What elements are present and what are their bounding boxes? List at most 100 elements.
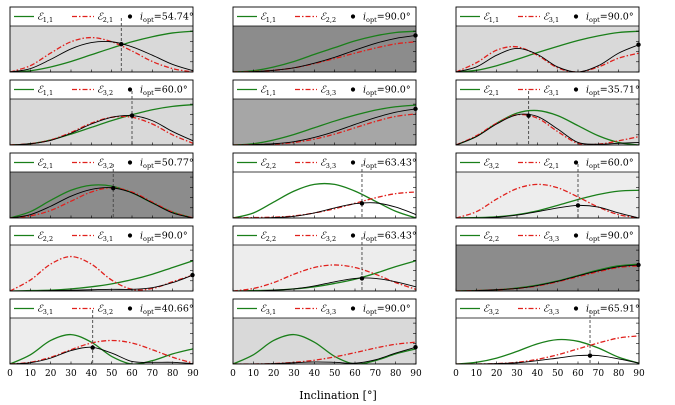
opt-point xyxy=(636,262,641,268)
legend-box xyxy=(233,226,416,245)
x-tick-label: 20 xyxy=(491,369,503,379)
panel-frame xyxy=(232,298,417,365)
panel-3-1: ℰ2,2 ℰ3,2 iopt=63.43° xyxy=(232,225,417,292)
series-e-1-1 xyxy=(233,104,416,145)
legend-opt-label: iopt=90.0° xyxy=(140,231,188,244)
legend-green-label: ℰ3,2 xyxy=(483,304,499,317)
panel-frame xyxy=(9,225,194,292)
x-tick-label: 90 xyxy=(410,369,422,379)
legend-opt-marker xyxy=(350,87,356,92)
legend-box xyxy=(456,299,639,318)
x-tick-label: 20 xyxy=(268,369,280,379)
legend-opt-label: iopt=40.66° xyxy=(140,304,194,317)
legend-opt-marker xyxy=(127,233,133,238)
panel-frame xyxy=(232,152,417,219)
x-tick-label: 60 xyxy=(572,369,584,379)
series-product xyxy=(456,264,639,291)
panel-1-0: ℰ1,1 ℰ3,2 iopt=60.0° xyxy=(9,79,194,146)
legend-red-label: ℰ3,2 xyxy=(320,231,336,244)
legend-opt-label: iopt=65.91° xyxy=(586,304,640,317)
legend-red-label: ℰ3,1 xyxy=(543,85,559,98)
series-product xyxy=(10,40,193,72)
x-tick-label: 60 xyxy=(349,369,361,379)
panel-0-2: ℰ1,1 ℰ3,1 iopt=90.0° xyxy=(455,6,641,73)
panel-2-0: ℰ2,1 ℰ3,2 iopt=50.77° xyxy=(9,152,194,219)
legend-opt-marker xyxy=(350,306,356,311)
series-e-2-2 xyxy=(233,182,416,218)
series-e-3-3 xyxy=(233,341,416,364)
series-e-3-2 xyxy=(10,115,193,145)
curves xyxy=(10,30,193,72)
panel-frame xyxy=(9,6,194,73)
opt-point xyxy=(413,33,418,38)
series-e-3-1 xyxy=(233,333,416,364)
series-e-3-3 xyxy=(456,335,639,364)
plot-background xyxy=(233,99,416,145)
legend-box xyxy=(10,226,193,245)
x-tick-label: 70 xyxy=(370,369,382,379)
x-tick-label: 50 xyxy=(329,369,341,379)
panel-1-2: ℰ2,1 ℰ3,1 iopt=35.71° xyxy=(455,79,640,146)
legend-green-label: ℰ1,1 xyxy=(37,12,53,25)
legend-opt-label: iopt=90.0° xyxy=(586,12,634,25)
legend-opt-marker xyxy=(127,14,133,19)
series-product xyxy=(10,187,193,218)
curves xyxy=(10,184,193,218)
opt-point xyxy=(575,203,581,208)
legend-green-label: ℰ2,2 xyxy=(37,231,53,244)
legend-red-label: ℰ3,1 xyxy=(543,12,559,25)
legend-red-label: ℰ3,1 xyxy=(97,231,113,244)
plot-background xyxy=(233,245,416,291)
legend-green-label: ℰ1,1 xyxy=(260,12,276,25)
series-e-3-1 xyxy=(456,113,639,145)
series-product xyxy=(10,346,193,364)
legend-red-label: ℰ3,2 xyxy=(97,85,113,98)
legend-opt-label: iopt=54.74° xyxy=(140,12,194,25)
panel-3-2: ℰ2,2 ℰ3,3 iopt=90.0° xyxy=(455,225,641,292)
legend-green-label: ℰ1,1 xyxy=(260,85,276,98)
x-tick-label: 70 xyxy=(593,369,605,379)
x-tick-label: 30 xyxy=(511,369,523,379)
series-product xyxy=(456,44,639,72)
panel-frame xyxy=(455,79,640,146)
legend-box xyxy=(456,7,639,26)
panel-frame xyxy=(232,225,417,292)
x-axis-label: Inclination [°] xyxy=(299,389,377,402)
plot-background xyxy=(10,172,193,218)
panel-0-0: ℰ1,1 ℰ2,1 iopt=54.74° xyxy=(9,6,194,73)
legend-opt-label: iopt=90.0° xyxy=(363,304,411,317)
curves xyxy=(10,333,193,364)
curves xyxy=(456,109,639,145)
legend-opt-marker xyxy=(127,87,133,92)
legend-box xyxy=(10,153,193,172)
legend-opt-label: iopt=90.0° xyxy=(586,231,634,244)
series-e-2-1 xyxy=(456,183,639,218)
x-tick-label: 0 xyxy=(7,369,13,379)
legend-red-label: ℰ2,1 xyxy=(97,12,113,25)
plot-background xyxy=(10,26,193,72)
opt-point xyxy=(587,353,593,358)
legend-opt-marker xyxy=(350,233,356,238)
legend-box xyxy=(456,80,639,99)
legend-red-label: ℰ2,2 xyxy=(320,12,336,25)
legend-red-label: ℰ3,3 xyxy=(320,85,336,98)
legend-red-label: ℰ3,3 xyxy=(320,158,336,171)
panel-2-2: ℰ3,2 ℰ2,1 iopt=60.0° xyxy=(455,152,640,219)
opt-point xyxy=(359,276,365,281)
panel-frame xyxy=(9,298,194,365)
legend-opt-marker xyxy=(573,160,579,165)
panel-frame xyxy=(455,152,640,219)
panels-group: ℰ1,1 ℰ2,1 iopt=54.74° ℰ1,1 ℰ2,2 iopt=90.0° ℰ1,… xyxy=(9,6,641,365)
curves xyxy=(233,104,416,145)
plot-background xyxy=(233,318,416,364)
legend-red-label: ℰ3,2 xyxy=(97,158,113,171)
x-tick-label: 30 xyxy=(288,369,300,379)
x-tick-label: 40 xyxy=(309,369,321,379)
legend-green-label: ℰ2,2 xyxy=(260,158,276,171)
panel-frame xyxy=(232,6,417,73)
legend-red-label: ℰ3,3 xyxy=(320,304,336,317)
plot-background xyxy=(10,245,193,291)
opt-point xyxy=(413,106,418,112)
opt-point xyxy=(119,41,124,47)
